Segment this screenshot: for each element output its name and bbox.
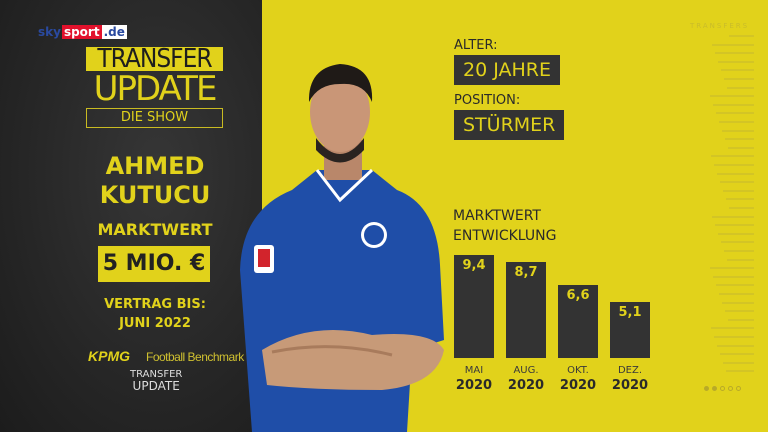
x-label-month: AUG. <box>513 365 539 376</box>
x-label-month: MAI <box>464 365 484 376</box>
transfer-list-entry <box>720 181 754 184</box>
transfer-list-entry <box>722 129 754 132</box>
marktwert-value: 5 MIO. € <box>98 246 210 282</box>
transfer-list-entry <box>722 301 754 304</box>
transfer-list-entry <box>725 310 754 313</box>
transfer-list-entry <box>728 146 754 149</box>
transfer-list-entry <box>726 370 754 373</box>
transfer-list-entry <box>727 86 754 89</box>
transfer-list-entry <box>724 78 754 80</box>
position-label: POSITION: <box>454 93 521 108</box>
bar-0 <box>454 254 494 358</box>
transfer-list-entry <box>729 207 754 209</box>
show-subtitle: DIE SHOW <box>86 108 223 128</box>
transfer-list-entry <box>713 275 754 278</box>
bar-3 <box>610 301 650 358</box>
transfer-list-entry <box>723 361 754 364</box>
player-name: AHMED KUTUCU <box>60 152 250 210</box>
transfer-list-entry <box>721 241 754 244</box>
show-title-transfer: TRANSFER <box>86 46 223 72</box>
bar-2 <box>558 285 598 358</box>
player-last-name: KUTUCU <box>99 181 211 209</box>
left-panel <box>0 0 262 432</box>
transfer-list-entry <box>716 112 754 115</box>
transfer-list-entry <box>713 103 754 106</box>
bar-value-label: 6,6 <box>566 288 590 304</box>
bar-value-label: 9,4 <box>462 257 486 273</box>
player-photo <box>240 64 444 432</box>
transfer-list-entry <box>717 344 754 347</box>
x-label-year: 2020 <box>611 378 649 393</box>
transfer-list-entry <box>724 250 754 252</box>
transfer-list-entry <box>727 258 754 261</box>
transfer-list-entry <box>717 172 754 175</box>
bar-value-label: 5,1 <box>618 304 642 320</box>
transfer-list-entry <box>712 43 754 46</box>
marktwert-label: MARKTWERT <box>97 220 213 239</box>
transfers-list-title: TRANSFERS <box>690 22 750 30</box>
transfer-list-entry <box>718 60 754 63</box>
show-title-update: UPDATE <box>93 69 218 109</box>
transfer-list-entry <box>710 267 754 270</box>
transfer-update-small-logo: TRANSFER UPDATE <box>130 369 183 393</box>
contract-value: JUNI 2022 <box>119 316 191 331</box>
chart-title: MARKTWERT ENTWICKLUNG <box>453 208 557 244</box>
x-label-year: 2020 <box>507 378 545 393</box>
x-label-month: OKT. <box>567 365 589 376</box>
alter-label: ALTER: <box>454 38 498 53</box>
position-value: STÜRMER <box>454 110 565 140</box>
logo-sport: sport <box>61 25 102 39</box>
alter-value: 20 JAHRE <box>454 55 560 85</box>
logo-sky: sky <box>38 25 61 39</box>
logo-de: .de <box>101 25 127 39</box>
page-dot[interactable] <box>712 386 717 391</box>
transfer-list-entry <box>714 336 754 338</box>
transfer-list-entry <box>720 353 754 356</box>
transfer-list-entry <box>729 35 754 37</box>
small-logo-line2: UPDATE <box>132 379 180 393</box>
transfer-list-entry <box>711 155 754 158</box>
transfer-list-entry <box>716 284 754 287</box>
page-dot[interactable] <box>728 386 733 391</box>
transfer-list-entry <box>723 189 754 192</box>
transfer-list-entry <box>721 69 754 72</box>
page-dot[interactable] <box>720 386 725 391</box>
transfer-list-entry <box>726 198 754 201</box>
transfer-list-entry <box>712 215 754 218</box>
contract-label: VERTRAG BIS: <box>104 297 206 312</box>
x-label-year: 2020 <box>455 378 493 393</box>
transfer-list-entry <box>728 318 754 321</box>
contract: VERTRAG BIS: JUNI 2022 <box>60 295 250 333</box>
transfer-list-entry <box>710 95 754 98</box>
page-dot[interactable] <box>736 386 741 391</box>
transfer-list-entry <box>711 327 754 330</box>
transfer-list-entry <box>719 121 754 123</box>
x-label-month: DEZ. <box>617 365 643 376</box>
transfer-list-entry <box>715 224 754 227</box>
player-first-name: AHMED <box>105 152 205 180</box>
transfer-list-entry <box>714 164 754 166</box>
bar-value-label: 8,7 <box>514 265 538 281</box>
kpmg-logo: KPMG <box>88 348 130 364</box>
page-dot[interactable] <box>704 386 709 391</box>
football-benchmark-logo: Football Benchmark <box>146 350 244 364</box>
transfer-list-entry <box>715 52 754 55</box>
transfer-list-entry <box>719 293 754 295</box>
x-label-year: 2020 <box>559 378 597 393</box>
bar-1 <box>506 262 546 358</box>
skysport-logo: sky sport .de <box>38 25 127 39</box>
small-logo-line1: TRANSFER <box>130 369 183 380</box>
transfer-list-entry <box>718 232 754 235</box>
transfer-list-entry <box>725 138 754 141</box>
